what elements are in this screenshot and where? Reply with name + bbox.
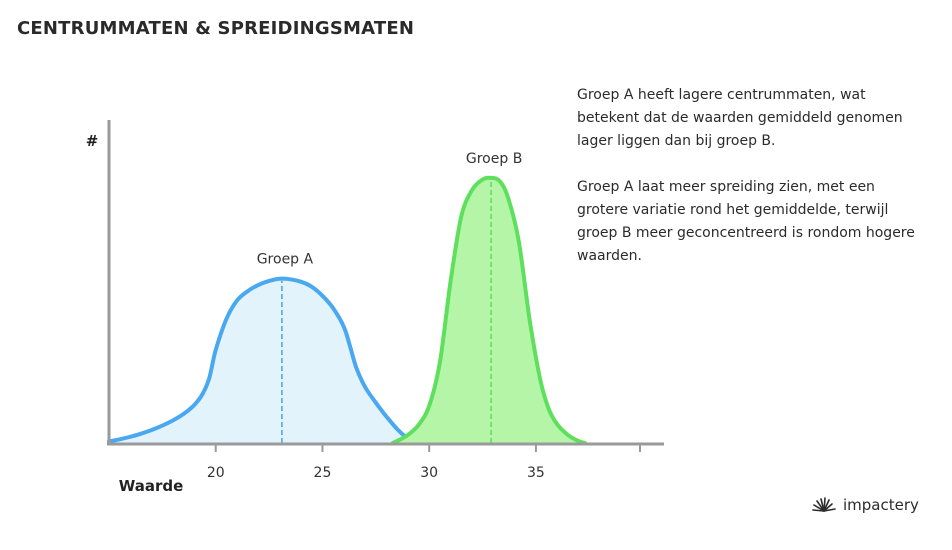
x-tick-label: 30 [420,465,438,481]
explanation-paragraph: Groep A heeft lagere centrummaten, wat b… [577,87,903,149]
brand-logo: impactery [811,496,919,514]
x-tick-label: 25 [314,465,332,481]
curves-layer [107,175,587,445]
groep-a-curve [107,276,421,445]
y-axis-label: # [86,132,99,150]
brand-name: impactery [843,496,919,514]
explanation-text: Groep A heeft lagere centrummaten, wat b… [577,84,917,291]
x-ticks-layer: 20 25 30 35 [207,443,641,481]
series-labels-layer: Groep A Groep B [257,151,523,268]
explanation-paragraph: Groep A laat meer spreiding zien, met ee… [577,179,915,264]
x-tick-label: 35 [527,465,545,481]
page-title: CENTRUMMATEN & SPREIDINGSMATEN [17,18,415,39]
groep-a-area [109,278,419,443]
groep-b-area [392,177,585,443]
mean-lines-layer [281,179,492,443]
groep-b-label: Groep B [466,151,522,167]
x-axis-label: Waarde [119,477,184,495]
x-tick-label: 20 [207,465,225,481]
groep-a-label: Groep A [257,252,314,268]
groep-b-curve [390,175,587,445]
sunburst-icon [812,497,836,512]
